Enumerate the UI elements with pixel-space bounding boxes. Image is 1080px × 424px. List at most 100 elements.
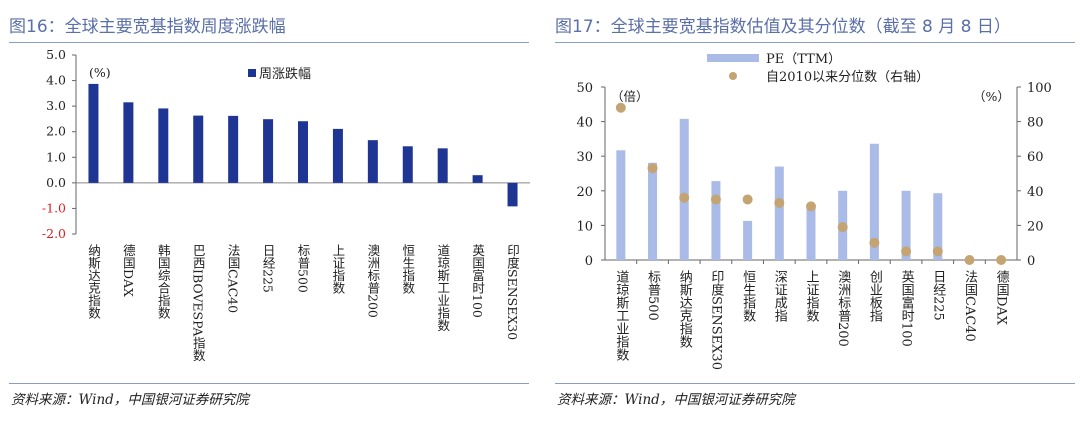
right-y-unit-label: （%） [973, 89, 1010, 104]
pe-bar-2 [648, 162, 658, 260]
left-y-tick-label: 40 [576, 116, 593, 131]
pe-bar-11 [933, 193, 943, 260]
bar-12 [472, 175, 483, 183]
x-category-label: 德国DAX [121, 243, 136, 297]
bottom-divider [555, 383, 1075, 384]
left-y-tick-label: 0 [585, 254, 593, 269]
right-y-tick-label: 20 [1027, 219, 1044, 234]
percentile-dot-13 [996, 255, 1007, 265]
right-y-tick-label: 80 [1027, 116, 1044, 131]
left-y-unit-label: （倍） [611, 89, 649, 104]
bar-6 [263, 119, 274, 183]
percentile-dot-12 [964, 255, 975, 265]
legend-swatch-dot [729, 72, 737, 80]
x-category-label: 纳斯达克指数 [677, 270, 693, 348]
x-category-label: 道琼斯工业指数 [613, 270, 629, 361]
y-tick-label: -1.0 [42, 200, 66, 215]
x-category-label: 上证指数 [804, 270, 820, 322]
bar-1 [88, 83, 99, 183]
right-y-tick-label: 60 [1027, 150, 1044, 165]
x-category-label: 创业板指 [867, 270, 883, 322]
chart-panel-weekly-change: 图16：全球主要宽基指数周度涨跌幅 5.0 4.0 3.0 2.0 1.0 0.0 -1.0… [9, 0, 534, 424]
bar-10 [402, 146, 413, 183]
y-tick-label: 3.0 [46, 98, 66, 113]
x-category-label: 日经225 [261, 244, 276, 293]
bar-13 [507, 182, 518, 207]
y-tick-label: 0.0 [46, 175, 66, 190]
percentile-dot-11 [932, 246, 943, 257]
pe-bar-9 [869, 143, 879, 260]
legend-label-dot: 自2010以来分位数（右轴） [766, 70, 929, 85]
percentile-dot-1 [615, 102, 626, 113]
pe-bar-4 [711, 181, 721, 260]
x-category-label: 英国富时100 [899, 270, 915, 347]
x-category-label: 德国DAX [994, 270, 1010, 326]
pe-bar-1 [616, 150, 626, 260]
percentile-dot-4 [710, 194, 721, 205]
chart-title: 图16：全球主要宽基指数周度涨跌幅 [9, 17, 286, 37]
left-y-tick-label: 20 [576, 185, 593, 200]
pe-bar-10 [901, 190, 911, 260]
y-tick-label: 4.0 [46, 73, 66, 88]
bar-8 [332, 128, 343, 183]
x-category-label: 印度SENSEX30 [708, 270, 724, 370]
pe-bar-7 [806, 205, 816, 260]
legend-label: 周涨跌幅 [259, 66, 311, 82]
x-category-label: 深证成指 [772, 270, 788, 322]
y-tick-label: 5.0 [46, 47, 66, 62]
bar-4 [193, 115, 204, 183]
percentile-dot-8 [837, 222, 848, 233]
pe-bar-3 [679, 118, 689, 260]
x-category-label: 恒生指数 [400, 244, 415, 295]
legend-swatch-bar [707, 54, 759, 62]
percentile-dot-2 [647, 163, 658, 174]
x-category-label: 澳洲标普200 [835, 269, 851, 346]
percentile-dot-7 [806, 201, 816, 212]
x-category-label: 纳斯达克指数 [86, 244, 101, 320]
legend-swatch [248, 69, 256, 77]
source-note: 资料来源：Wind，中国银河证券研究院 [11, 392, 249, 408]
x-category-label: 英国富时100 [470, 244, 485, 318]
bar-9 [367, 140, 378, 183]
left-y-tick-label: 50 [576, 81, 593, 96]
bottom-divider [9, 383, 529, 384]
x-category-label: 法国CAC40 [962, 270, 978, 342]
source-note: 资料来源：Wind，中国银河证券研究院 [557, 392, 795, 408]
percentile-dot-5 [742, 194, 753, 205]
left-y-tick-label: 10 [576, 219, 593, 234]
legend-label-bar: PE（TTM） [766, 52, 841, 67]
percentile-dot-9 [869, 237, 880, 248]
title-divider [9, 42, 529, 43]
y-unit-label: (%) [89, 65, 111, 80]
x-category-label: 标普500 [296, 244, 311, 293]
x-category-label: 恒生指数 [740, 270, 756, 322]
chart-panel-valuation: 图17：全球主要宽基指数估值及其分位数（截至 8 月 8 日） 50 40 30 20… [555, 0, 1080, 424]
left-y-tick-label: 30 [576, 150, 593, 165]
bar-3 [158, 108, 169, 183]
x-category-label: 道琼斯工业指数 [435, 244, 450, 332]
x-category-label: 标普500 [645, 270, 661, 321]
percentile-dot-6 [774, 197, 785, 208]
x-category-label: 上证指数 [330, 244, 345, 295]
x-category-label: 印度SENSEX30 [505, 244, 520, 340]
bar-7 [298, 121, 308, 183]
x-category-label: 澳洲标普200 [365, 244, 380, 318]
pe-bar-6 [774, 166, 784, 260]
x-category-label: 韩国综合指数 [156, 243, 171, 320]
x-category-label: 法国CAC40 [226, 244, 241, 313]
chart-title: 图17：全球主要宽基指数估值及其分位数（截至 8 月 8 日） [555, 17, 1011, 37]
x-category-label: 日经225 [930, 270, 946, 321]
right-y-tick-label: 100 [1027, 81, 1052, 96]
x-category-label: 巴西IBOVESPA指数 [191, 244, 206, 362]
percentile-dot-3 [679, 192, 690, 203]
y-tick-label: 2.0 [46, 124, 66, 139]
bar-2 [123, 102, 134, 183]
y-tick-label: 1.0 [46, 149, 66, 164]
percentile-dot-10 [901, 246, 912, 257]
bar-11 [437, 148, 448, 183]
title-divider [555, 42, 1075, 43]
right-y-tick-label: 0 [1027, 254, 1035, 269]
y-tick-label: -2.0 [42, 226, 66, 241]
